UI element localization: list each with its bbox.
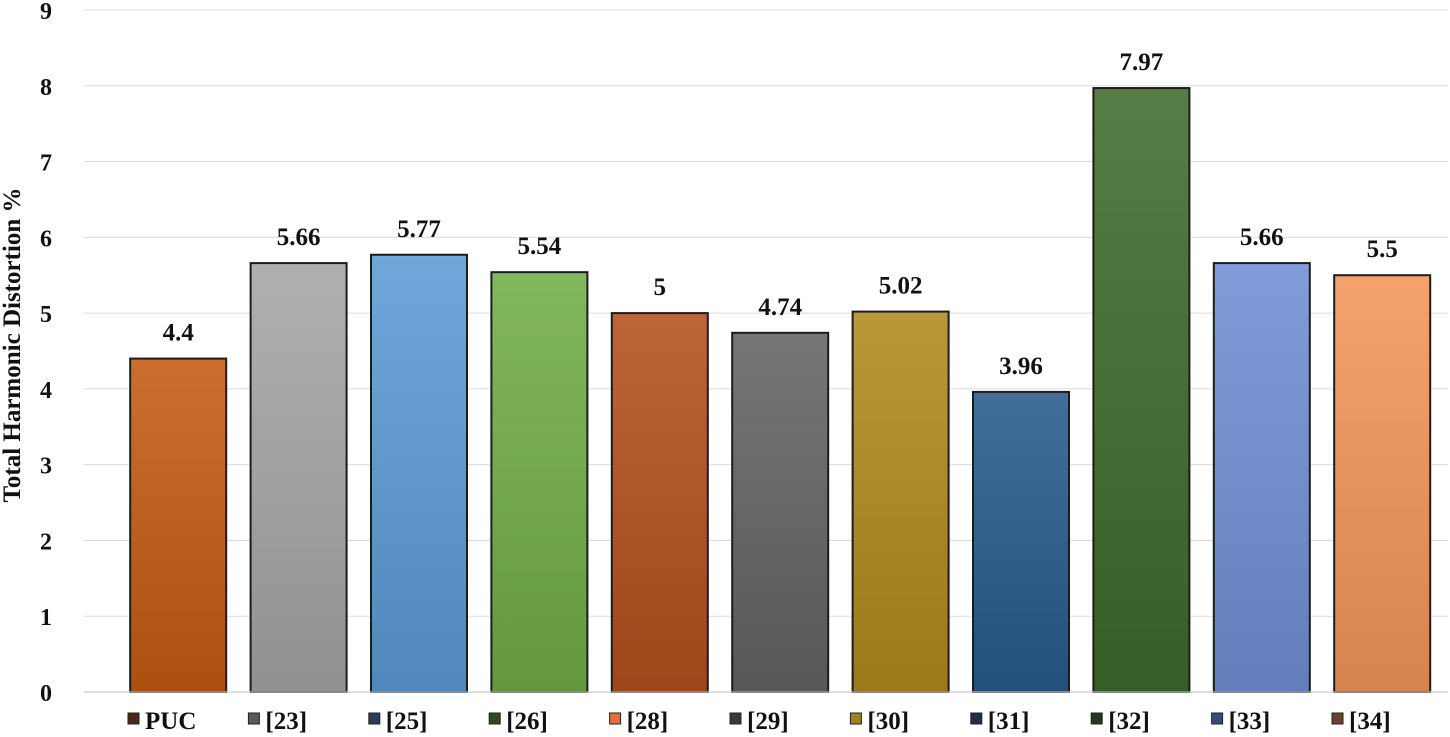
bar-[33] xyxy=(1212,262,1311,693)
data-labels: 4.4 5.66 5.77 5.54 5 4.74 5.02 3.96 7.97 5.66 5.5 xyxy=(163,49,1398,380)
bar-[34] xyxy=(1333,274,1432,693)
legend-label: [23] xyxy=(265,708,307,735)
legend: PUC [23] [25] [26] [28] [29] [30] [31] [32] [33] [… xyxy=(127,708,1391,735)
bar-[28] xyxy=(610,312,709,693)
bar-[32] xyxy=(1092,87,1191,694)
data-label: 5.66 xyxy=(277,224,321,251)
y-tick-label: 0 xyxy=(40,681,52,707)
data-label: 5.02 xyxy=(879,273,923,300)
y-tick-label: 2 xyxy=(40,529,52,555)
legend-label: [30] xyxy=(867,708,909,735)
data-label: 3.96 xyxy=(999,353,1043,380)
data-label: 5.5 xyxy=(1367,236,1398,263)
y-tick-label: 9 xyxy=(40,0,52,25)
bars xyxy=(129,87,1432,694)
legend-label: [33] xyxy=(1229,708,1271,735)
data-label: 7.97 xyxy=(1120,49,1164,76)
bar-[23] xyxy=(249,262,348,693)
y-tick-label: 7 xyxy=(40,151,52,177)
data-label: 5.54 xyxy=(518,233,562,260)
y-axis-title: Total Harmonic Distortion % xyxy=(0,187,26,502)
y-tick-label: 3 xyxy=(40,454,52,480)
legend-swatch xyxy=(1090,712,1103,725)
legend-label: [31] xyxy=(988,708,1030,735)
legend-swatch xyxy=(729,712,742,725)
y-tick-label: 8 xyxy=(40,75,52,101)
y-tick-label: 6 xyxy=(40,226,52,252)
data-label: 5 xyxy=(654,274,667,301)
data-label: 4.4 xyxy=(163,320,195,347)
legend-swatch xyxy=(488,712,501,725)
bar-[26] xyxy=(490,271,589,693)
y-tick-label: 5 xyxy=(40,302,52,328)
bar-[25] xyxy=(370,253,468,693)
y-tick-label: 1 xyxy=(40,605,52,631)
legend-label: [28] xyxy=(627,708,669,735)
legend-label: [25] xyxy=(386,708,428,735)
legend-swatch xyxy=(247,712,260,725)
legend-swatch xyxy=(849,712,862,725)
legend-swatch xyxy=(127,712,140,725)
legend-label: [26] xyxy=(506,708,548,735)
bar-[31] xyxy=(972,390,1070,693)
legend-label: [32] xyxy=(1108,708,1150,735)
legend-swatch xyxy=(1211,712,1224,725)
data-label: 5.66 xyxy=(1240,224,1284,251)
legend-label: [29] xyxy=(747,708,789,735)
legend-swatch xyxy=(970,712,983,725)
data-label: 5.77 xyxy=(397,216,441,243)
bar-[30] xyxy=(851,310,950,693)
legend-swatch xyxy=(1331,712,1344,725)
legend-swatch xyxy=(368,712,381,725)
legend-swatch xyxy=(609,712,622,725)
bar-[29] xyxy=(731,331,830,693)
data-label: 4.74 xyxy=(758,294,802,321)
legend-label: [34] xyxy=(1349,708,1391,735)
y-tick-label: 4 xyxy=(40,378,52,404)
legend-label: PUC xyxy=(145,708,196,735)
y-axis-ticks: 0 1 2 3 4 5 6 7 8 9 xyxy=(40,0,52,707)
bar-PUC xyxy=(129,357,228,693)
